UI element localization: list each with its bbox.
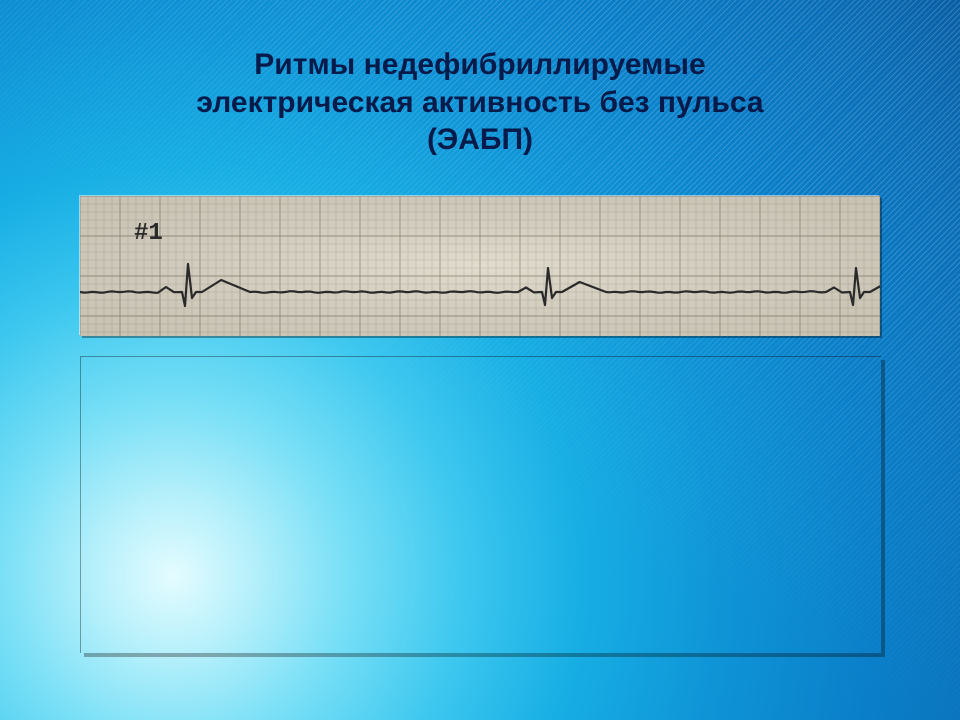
ecg-strip: #1 — [80, 196, 880, 336]
content-placeholder — [80, 356, 881, 653]
ecg-strip-label: #1 — [134, 220, 163, 247]
ecg-chart — [80, 196, 880, 336]
slide: Ритмы недефибриллируемые электрическая а… — [0, 0, 960, 720]
slide-title: Ритмы недефибриллируемые электрическая а… — [0, 46, 960, 159]
